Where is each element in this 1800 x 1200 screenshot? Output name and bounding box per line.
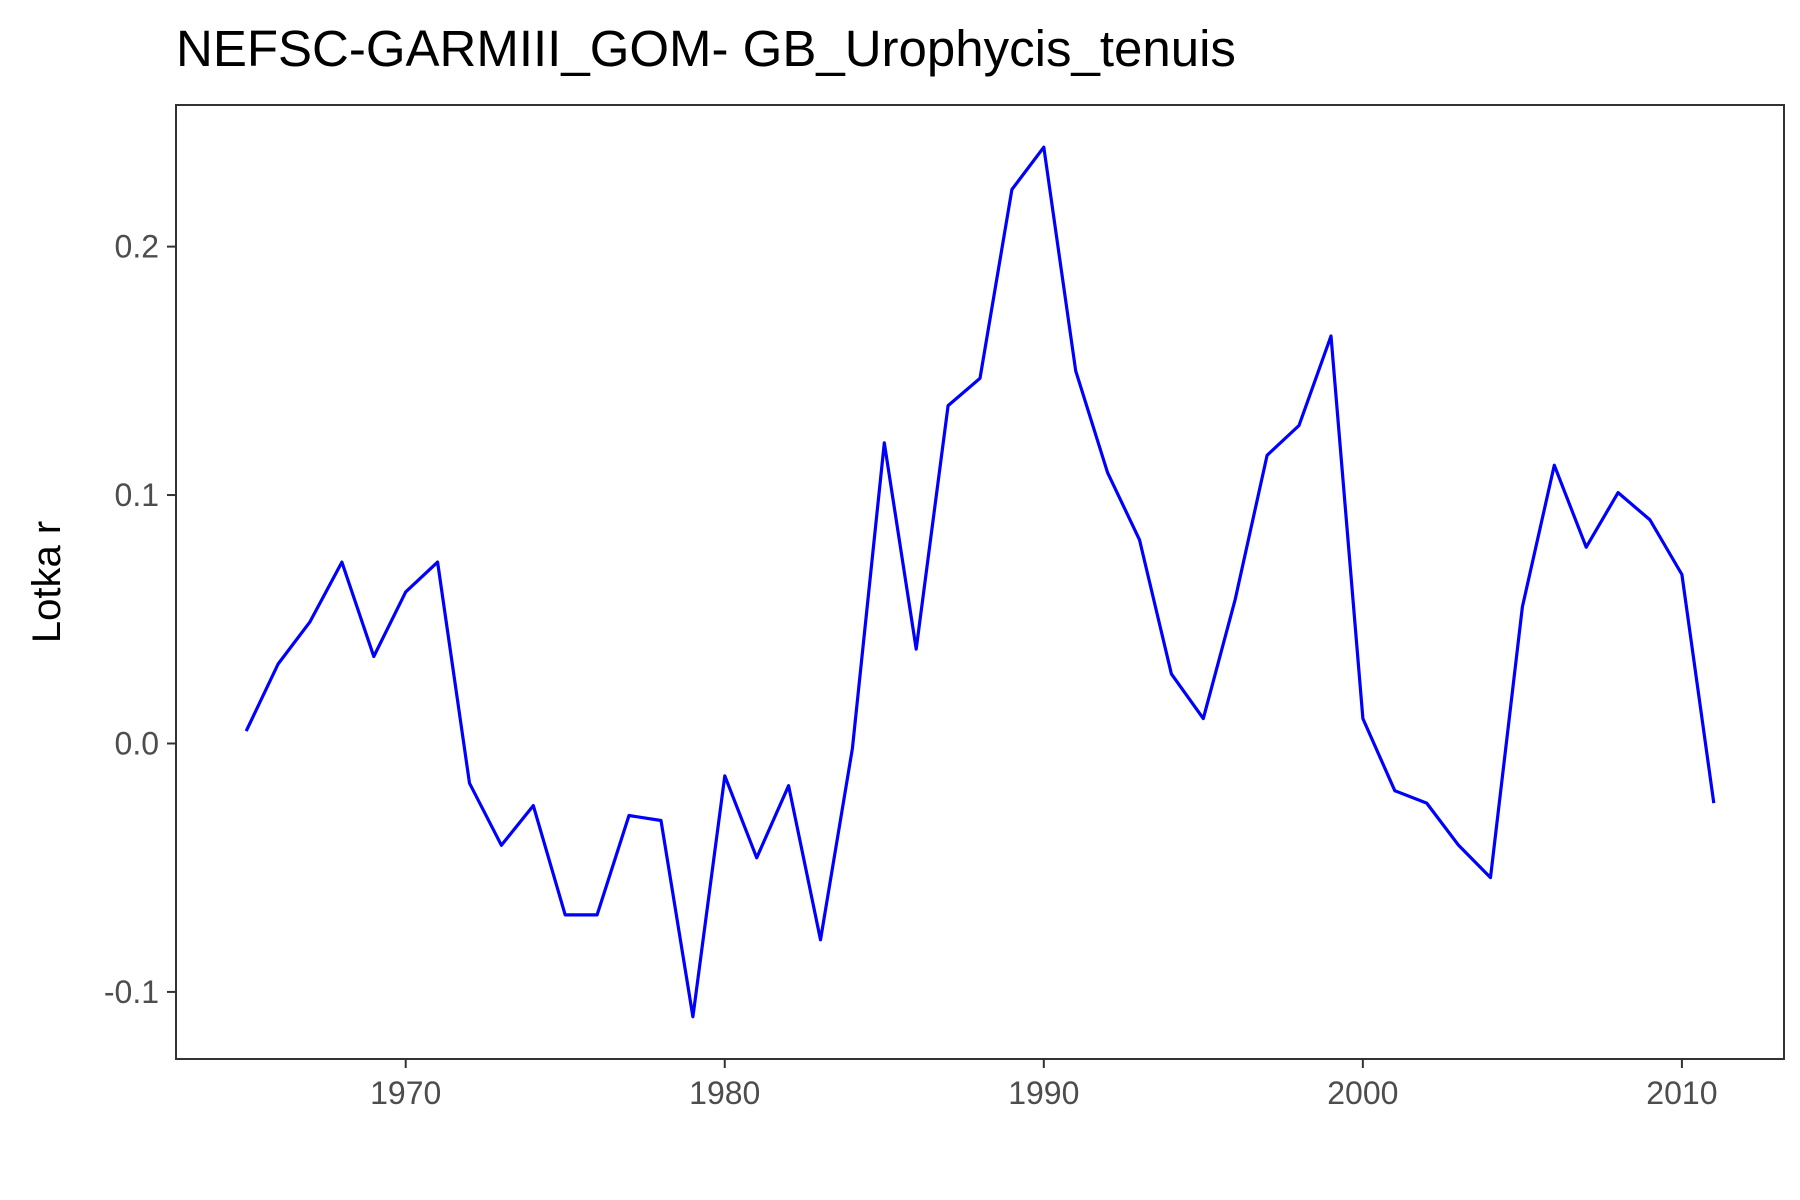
- x-tick-label: 1970: [370, 1075, 441, 1111]
- y-tick-label: 0.0: [115, 725, 159, 761]
- y-tick-label: -0.1: [104, 974, 159, 1010]
- x-tick-label: 2010: [1646, 1075, 1717, 1111]
- x-tick-label: 1990: [1008, 1075, 1079, 1111]
- y-tick-label: 0.1: [115, 477, 159, 513]
- plot-panel: [175, 104, 1785, 1060]
- x-tick-label: 2000: [1327, 1075, 1398, 1111]
- series-line: [244, 145, 1716, 1019]
- y-tick-label: 0.2: [115, 229, 159, 265]
- x-tick-label: 1980: [689, 1075, 760, 1111]
- y-axis: -0.1 0.0 0.1 0.2: [104, 229, 176, 1010]
- y-axis-title: Lotka r: [25, 521, 69, 643]
- chart-title: NEFSC-GARMIII_GOM- GB_Urophycis_tenuis: [176, 20, 1236, 77]
- series-group: [244, 145, 1716, 1019]
- x-axis: 1970 1980 1990 2000 2010: [370, 1059, 1717, 1111]
